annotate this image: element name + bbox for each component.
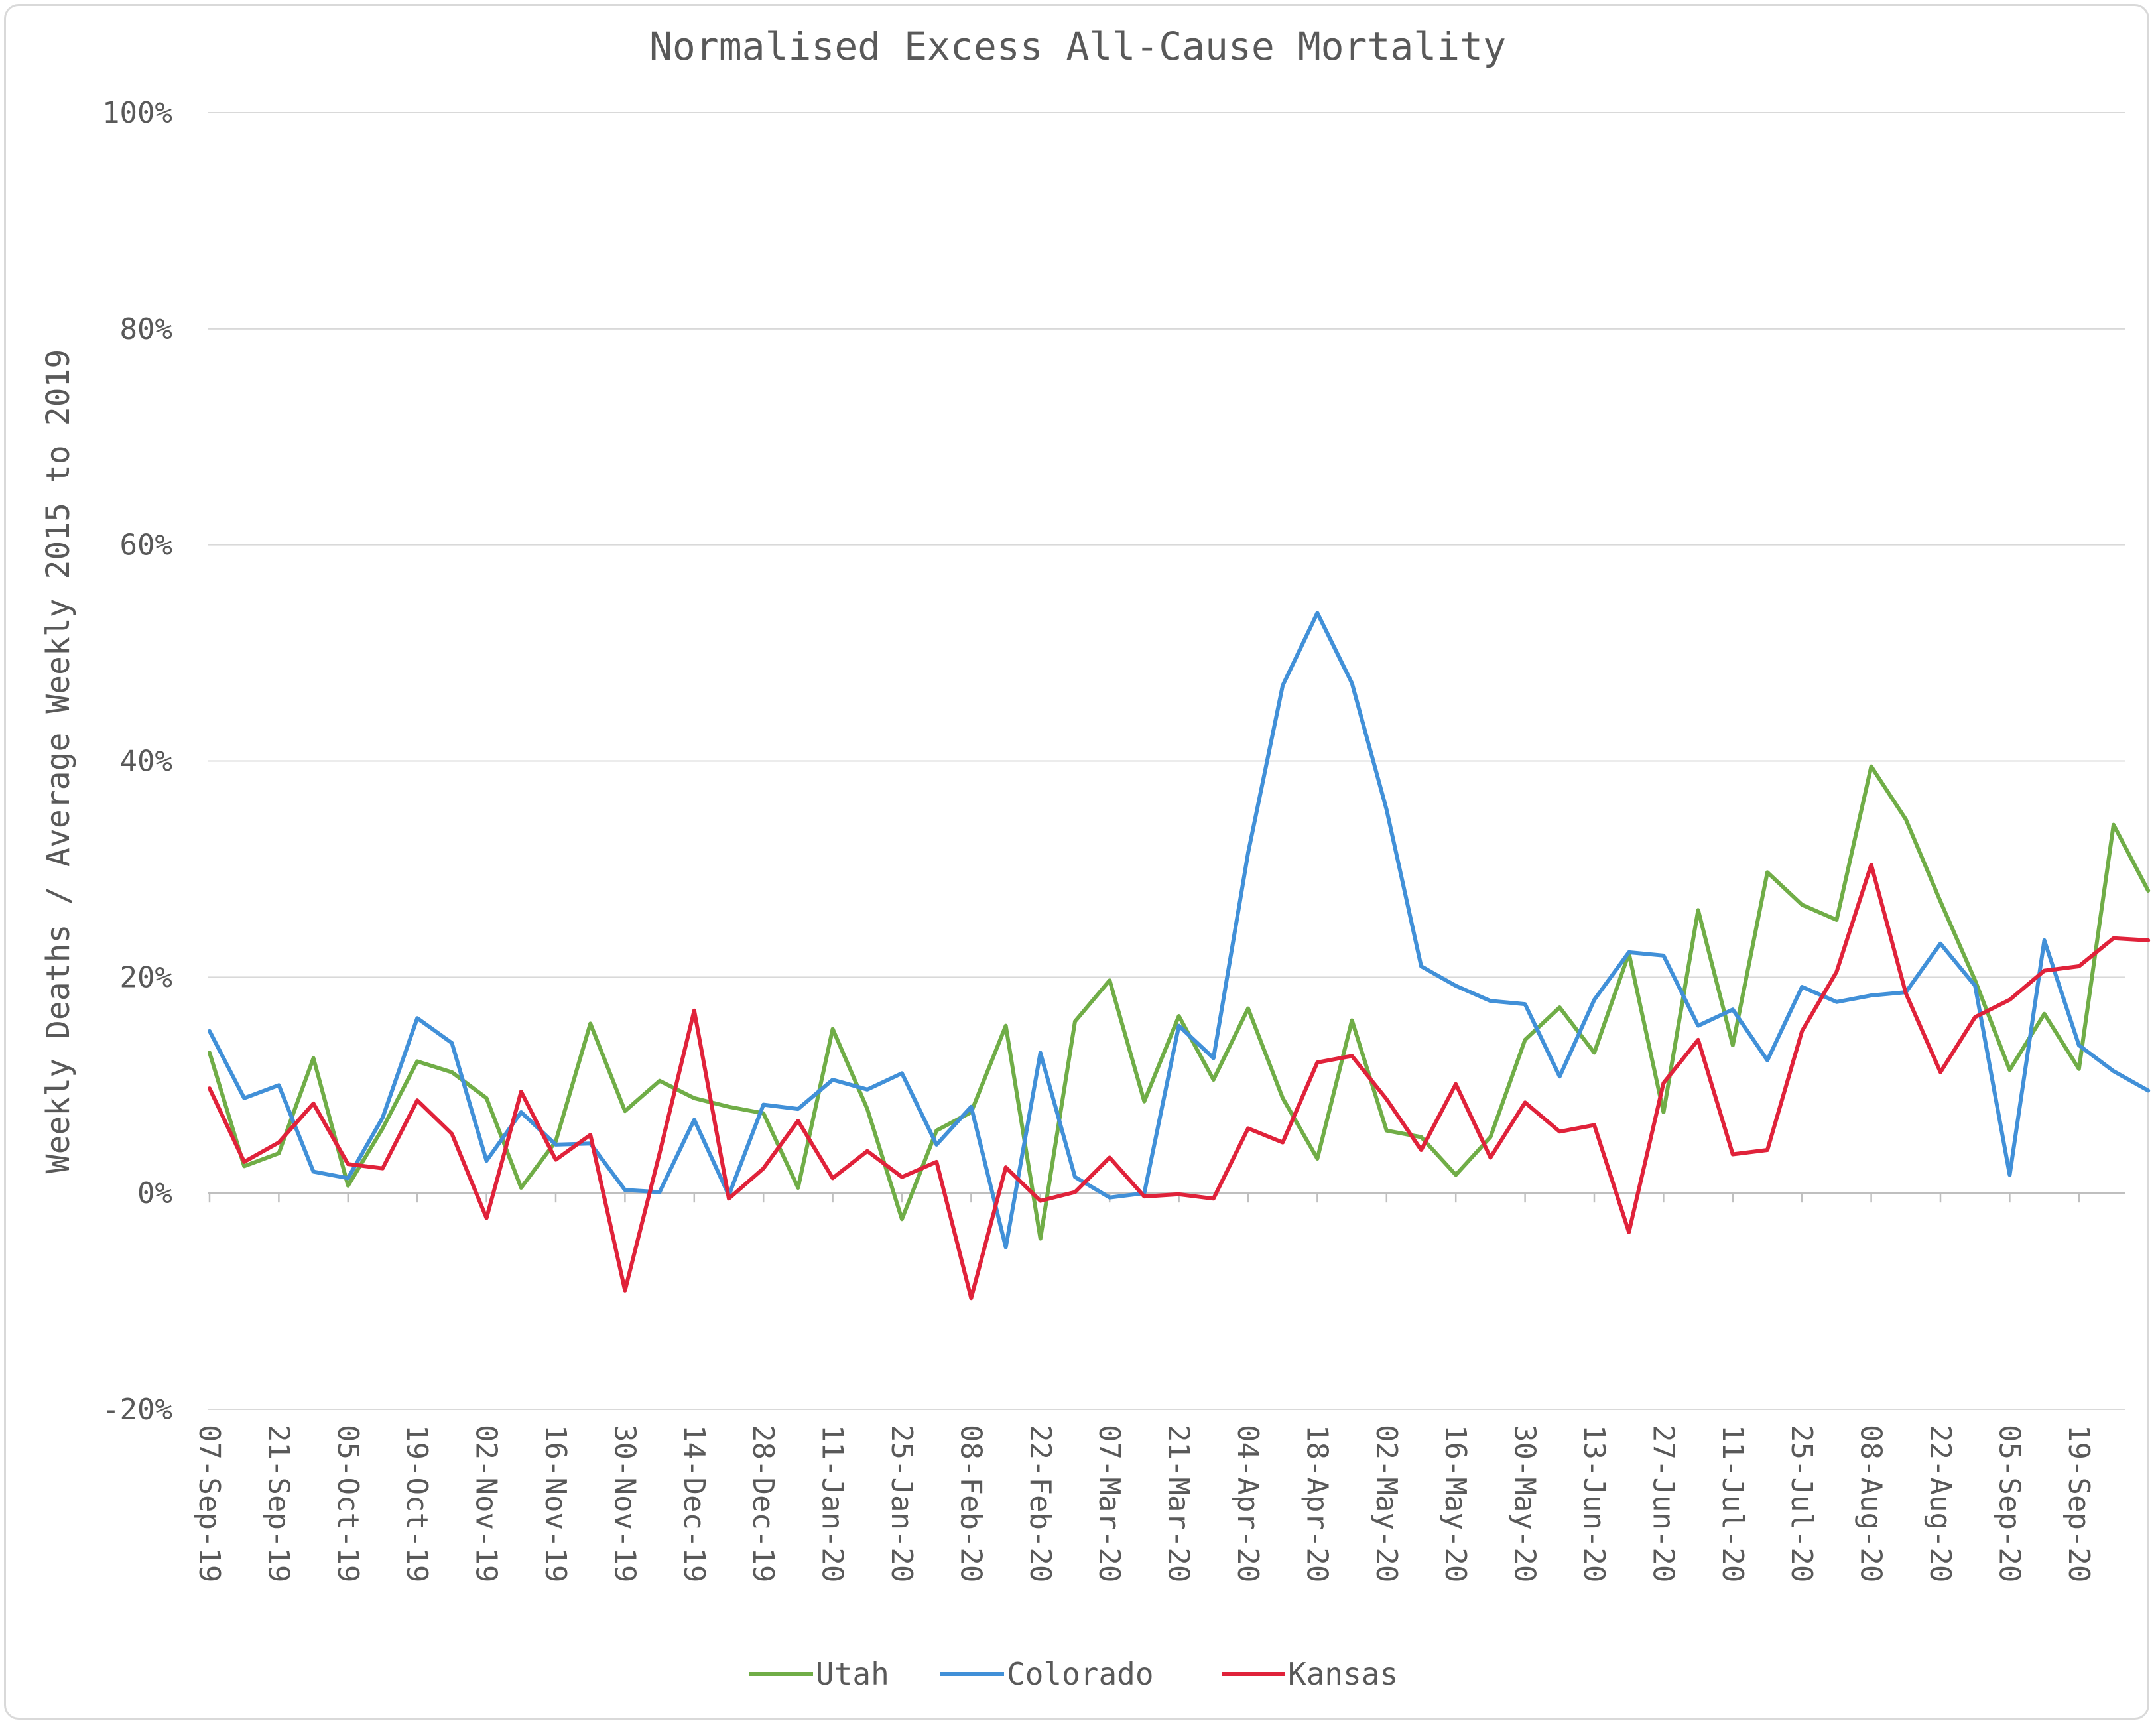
x-tick-label: 05-Sep-20 bbox=[1992, 1425, 2026, 1582]
x-tick-label: 30-May-20 bbox=[1508, 1425, 1542, 1582]
x-tick-label: 05-Oct-19 bbox=[331, 1425, 365, 1582]
legend-item-kansas: Kansas bbox=[1222, 1656, 1398, 1692]
series-line-kansas bbox=[208, 862, 2151, 1301]
legend: Utah Colorado Kansas bbox=[749, 1656, 1398, 1692]
x-tick-label: 07-Sep-19 bbox=[192, 1425, 226, 1582]
x-tick-label: 08-Feb-20 bbox=[954, 1425, 987, 1582]
legend-label: Utah bbox=[816, 1656, 889, 1692]
x-tick-label: 25-Jan-20 bbox=[885, 1425, 919, 1582]
series-lines bbox=[208, 611, 2151, 1301]
x-tick-label: 22-Aug-20 bbox=[1923, 1425, 1957, 1582]
x-tick-label: 07-Mar-20 bbox=[1092, 1425, 1126, 1582]
x-tick-label: 22-Feb-20 bbox=[1023, 1425, 1057, 1582]
x-tick-label: 14-Dec-19 bbox=[677, 1425, 711, 1582]
y-tick-label: 100% bbox=[102, 96, 172, 130]
x-tick-label: 18-Apr-20 bbox=[1300, 1425, 1334, 1582]
chart-frame bbox=[4, 4, 2149, 1720]
x-tick-label: 11-Jul-20 bbox=[1716, 1425, 1749, 1582]
y-tick-label: 20% bbox=[120, 960, 172, 994]
x-tick-label: 25-Jul-20 bbox=[1785, 1425, 1818, 1582]
x-tick-label: 11-Jan-20 bbox=[816, 1425, 850, 1582]
x-tick-label: 27-Jun-20 bbox=[1646, 1425, 1680, 1582]
y-tick-label: 80% bbox=[120, 312, 172, 346]
x-tick-label: 16-Nov-19 bbox=[539, 1425, 572, 1582]
legend-label: Colorado bbox=[1007, 1656, 1154, 1692]
x-axis-ticks: 07-Sep-19 21-Sep-19 05-Oct-19 19-Oct-19 02-N… bbox=[192, 1193, 2096, 1582]
y-axis-ticks: -20% 0% 20% 40% 60% 80% 100% bbox=[102, 96, 172, 1427]
y-axis-title: Weekly Deaths / Average Weekly 2015 to 2… bbox=[40, 350, 77, 1174]
x-tick-label: 21-Mar-20 bbox=[1162, 1425, 1196, 1582]
x-tick-label: 13-Jun-20 bbox=[1577, 1425, 1611, 1582]
y-tick-label: -20% bbox=[102, 1393, 172, 1427]
legend-item-colorado: Colorado bbox=[940, 1656, 1154, 1692]
chart-title: Normalised Excess All-Cause Mortality bbox=[649, 24, 1506, 69]
y-tick-label: 40% bbox=[120, 745, 172, 779]
x-tick-label: 08-Aug-20 bbox=[1854, 1425, 1888, 1582]
x-tick-label: 19-Sep-20 bbox=[2062, 1425, 2096, 1582]
y-tick-label: 60% bbox=[120, 529, 172, 562]
x-tick-label: 02-May-20 bbox=[1369, 1425, 1403, 1582]
legend-item-utah: Utah bbox=[749, 1656, 889, 1692]
x-tick-label: 19-Oct-19 bbox=[400, 1425, 434, 1582]
gridlines bbox=[208, 112, 2125, 1410]
series-line-colorado bbox=[208, 611, 2151, 1249]
x-tick-label: 04-Apr-20 bbox=[1231, 1425, 1265, 1582]
x-tick-label: 30-Nov-19 bbox=[607, 1425, 641, 1582]
y-tick-label: 0% bbox=[137, 1177, 172, 1210]
x-tick-label: 16-May-20 bbox=[1438, 1425, 1472, 1582]
series-line-utah bbox=[208, 764, 2151, 1241]
x-tick-label: 02-Nov-19 bbox=[470, 1425, 503, 1582]
legend-label: Kansas bbox=[1288, 1656, 1398, 1692]
x-tick-label: 28-Dec-19 bbox=[746, 1425, 780, 1582]
x-tick-label: 21-Sep-19 bbox=[261, 1425, 295, 1582]
